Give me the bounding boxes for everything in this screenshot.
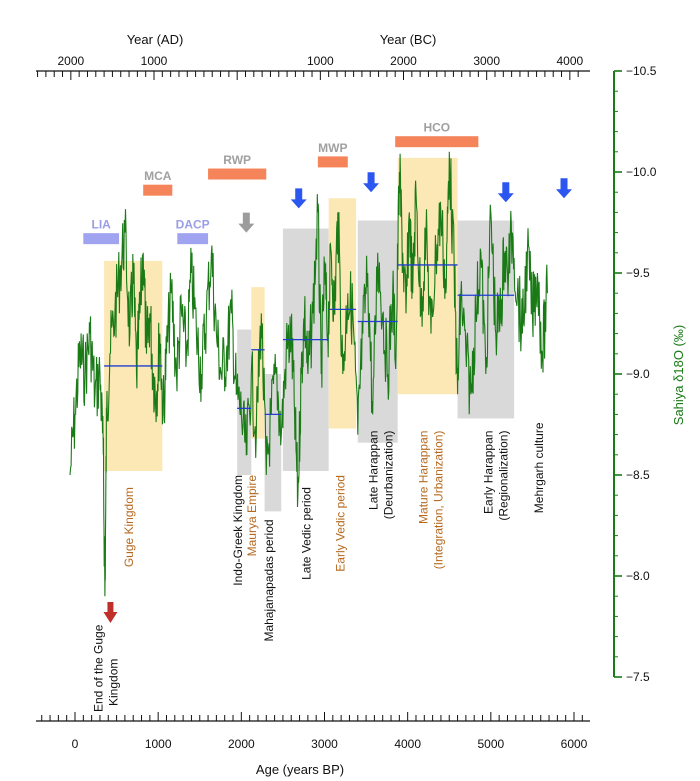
climate-event-label: HCO — [423, 121, 450, 135]
climate-event-bar — [83, 233, 120, 245]
period-label: Mahajanapadas period — [262, 519, 276, 641]
series-line — [69, 151, 548, 597]
climate-event-bar — [143, 184, 173, 196]
down-arrow-icon — [363, 172, 380, 193]
climate-event-label: LIA — [92, 218, 112, 232]
axes: 0 1000 2000 3000 4000 5000 6000 2000 1000 1000 200… — [36, 54, 657, 751]
period-label: Late Vedic period — [299, 487, 313, 580]
x-tick-label: 0 — [72, 737, 79, 751]
period-label: Mature Harappan(Integration, Urbanizatio… — [417, 431, 446, 570]
period-label: Late Harappan(Deurbanization) — [367, 431, 396, 520]
y-tick-label: −9.5 — [626, 266, 650, 280]
period-labels: Guge Kingdom Indo-Greek Kingdom Maurya Emp… — [91, 422, 546, 712]
period-label-line: Mahajanapadas period — [262, 519, 276, 641]
x-tick-label: 3000 — [311, 737, 338, 751]
climate-event-bar — [395, 136, 479, 148]
top-axis-ad-label: Year (AD) — [127, 32, 184, 47]
period-label-line: (Regionalization) — [496, 431, 510, 521]
x-tick-label: 1000 — [145, 737, 172, 751]
period-mean-lines — [104, 264, 515, 416]
top-tick-label: 3000 — [473, 54, 500, 68]
period-label-line: Maurya Empire — [245, 475, 259, 557]
down-arrow-icon — [497, 182, 514, 203]
down-arrow-icon — [290, 188, 307, 209]
red-arrow-icon — [103, 602, 118, 623]
climate-event-bar — [317, 156, 348, 168]
period-box — [457, 220, 515, 419]
climate-event-bar — [208, 168, 267, 180]
top-tick-label: 1000 — [141, 54, 168, 68]
x-axis-label: Age (years BP) — [256, 762, 344, 777]
top-tick-label: 1000 — [307, 54, 334, 68]
top-tick-label: 2000 — [57, 54, 84, 68]
period-label-line: Early Harappan — [481, 431, 495, 514]
x-tick-label: 2000 — [228, 737, 255, 751]
period-label: Guge Kingdom — [122, 487, 136, 567]
y-tick-label: −8.5 — [626, 468, 650, 482]
end-of-guge-label-line: Kingdom — [106, 659, 120, 706]
climate-event-bars: LIA DACP MCA RWP MWP HCO — [83, 121, 479, 245]
period-label-line: Late Vedic period — [299, 487, 313, 580]
x-tick-label: 6000 — [561, 737, 588, 751]
end-of-guge-label-line: End of the Guge — [91, 624, 105, 712]
event-arrows — [238, 172, 573, 233]
climate-event-label: DACP — [176, 218, 210, 232]
period-label: Early Vedic period — [333, 475, 347, 572]
top-tick-label: 4000 — [556, 54, 583, 68]
x-tick-label: 4000 — [394, 737, 421, 751]
top-tick-label: 2000 — [390, 54, 417, 68]
down-arrow-icon — [238, 212, 255, 233]
climate-event-label: MCA — [144, 169, 172, 183]
y-tick-label: −8.0 — [626, 569, 650, 583]
end-of-guge-label: End of the GugeKingdom — [91, 624, 120, 712]
period-label-line: Indo-Greek Kingdom — [231, 475, 245, 586]
period-label-line: (Deurbanization) — [382, 431, 396, 520]
down-arrow-icon — [556, 178, 573, 199]
y-axis-label: Sahiya δ18O (‰) — [671, 325, 686, 425]
climate-event-bar — [177, 233, 209, 245]
y-tick-label: −7.5 — [626, 670, 650, 684]
period-label-line: Early Vedic period — [333, 475, 347, 572]
period-label-line: Guge Kingdom — [122, 487, 136, 567]
period-label: Mehrgarh culture — [532, 422, 546, 513]
period-label-line: (Integration, Urbanization) — [432, 431, 446, 570]
period-label-line: Late Harappan — [367, 431, 381, 510]
y-tick-label: −10.5 — [626, 64, 657, 78]
y-tick-label: −10.0 — [626, 165, 657, 179]
climate-event-label: RWP — [223, 153, 251, 167]
d18o-series — [69, 151, 548, 597]
climate-event-label: MWP — [318, 141, 347, 155]
period-label: Early Harappan(Regionalization) — [481, 431, 510, 521]
period-label-line: Mehrgarh culture — [532, 422, 546, 513]
top-axis-bc-label: Year (BC) — [380, 32, 437, 47]
period-label: Indo-Greek Kingdom — [231, 475, 245, 586]
period-label: Maurya Empire — [245, 475, 259, 557]
period-label-line: Mature Harappan — [417, 431, 431, 524]
x-tick-label: 5000 — [477, 737, 504, 751]
y-tick-label: −9.0 — [626, 367, 650, 381]
